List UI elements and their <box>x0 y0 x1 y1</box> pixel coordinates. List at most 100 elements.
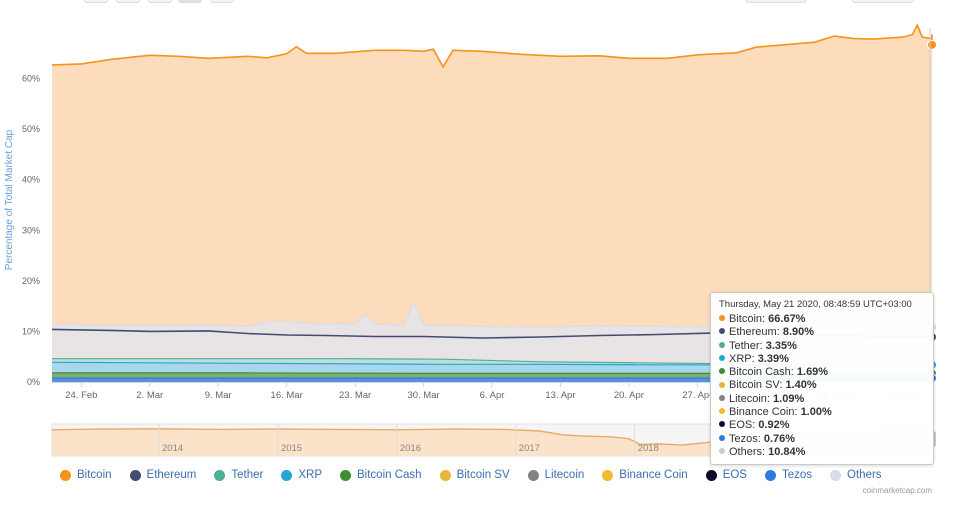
y-tick-label: 60% <box>22 74 40 84</box>
tooltip-dot-icon <box>719 421 725 427</box>
tooltip-series-value: 8.90% <box>783 326 814 338</box>
tooltip-dot-icon <box>719 342 725 348</box>
legend-dot-icon <box>765 470 776 481</box>
navigator-year-label: 2016 <box>400 443 421 454</box>
legend-dot-icon <box>281 470 292 481</box>
tooltip-series-name: Tether <box>729 340 760 352</box>
tooltip-dot-icon <box>719 435 725 441</box>
tooltip-series-name: Others <box>729 446 762 458</box>
legend-item-bitcoin[interactable]: Bitcoin <box>60 469 112 481</box>
chart-legend: Bitcoin Ethereum Tether XRP Bitcoin Cash Bitc… <box>60 466 900 484</box>
tooltip-series-name: Bitcoin <box>729 313 762 325</box>
legend-item-litecoin[interactable]: Litecoin <box>528 469 585 481</box>
legend-item-eos[interactable]: EOS <box>706 469 747 481</box>
legend-item-xrp[interactable]: XRP <box>281 469 322 481</box>
y-tick-label: 0% <box>27 377 40 387</box>
zoom-button[interactable] <box>116 0 140 3</box>
legend-item-others[interactable]: Others <box>830 469 882 481</box>
tooltip-row: EOS: 0.92% <box>719 419 925 432</box>
x-tick-label: 24. Feb <box>65 390 97 401</box>
navigator-year-label: 2017 <box>519 443 540 454</box>
y-tick-label: 40% <box>22 175 40 185</box>
tooltip-series-value: 0.76% <box>764 433 795 445</box>
tooltip-row: Bitcoin: 66.67% <box>719 313 925 326</box>
tooltip-dot-icon <box>719 448 725 454</box>
tooltip-row: Tether: 3.35% <box>719 340 925 353</box>
legend-dot-icon <box>340 470 351 481</box>
tooltip-series-name: XRP <box>729 353 752 365</box>
y-tick-label: 10% <box>22 326 40 336</box>
tooltip-series-value: 3.39% <box>758 353 789 365</box>
date-from-input[interactable] <box>745 0 807 3</box>
legend-item-binance-coin[interactable]: Binance Coin <box>602 469 687 481</box>
legend-dot-icon <box>130 470 141 481</box>
y-tick-label: 20% <box>22 276 40 286</box>
x-tick-label: 27. Apr <box>682 390 712 401</box>
tooltip-series-value: 3.35% <box>766 340 797 352</box>
tooltip-row: Litecoin: 1.09% <box>719 393 925 406</box>
y-tick-label: 50% <box>22 124 40 134</box>
y-axis-title: Percentage of Total Market Cap <box>4 129 15 270</box>
navigator-year-label: 2015 <box>281 443 302 454</box>
tooltip-series-name: Tezos <box>729 433 758 445</box>
legend-label: Litecoin <box>545 469 585 481</box>
tooltip-row: Bitcoin Cash: 1.69% <box>719 366 925 379</box>
tooltip-series-value: 1.69% <box>797 366 828 378</box>
tooltip-row: Binance Coin: 1.00% <box>719 406 925 419</box>
legend-item-ethereum[interactable]: Ethereum <box>130 469 197 481</box>
legend-label: Others <box>847 469 882 481</box>
tooltip-series-name: Bitcoin Cash <box>729 366 791 378</box>
zoom-button-active[interactable] <box>178 0 202 3</box>
legend-label: Bitcoin Cash <box>357 469 422 481</box>
marker-bitcoin <box>928 40 937 49</box>
x-tick-label: 30. Mar <box>407 390 439 401</box>
credit-text: coinmarketcap.com <box>863 486 932 495</box>
tooltip-series-value: 1.09% <box>773 393 804 405</box>
legend-dot-icon <box>528 470 539 481</box>
tooltip-dot-icon <box>719 382 725 388</box>
tooltip-series-value: 0.92% <box>758 419 789 431</box>
zoom-button[interactable] <box>84 0 108 3</box>
legend-label: Binance Coin <box>619 469 687 481</box>
tooltip-dot-icon <box>719 355 725 361</box>
tooltip-series-value: 1.40% <box>785 379 816 391</box>
legend-item-tezos[interactable]: Tezos <box>765 469 812 481</box>
legend-item-bitcoin-sv[interactable]: Bitcoin SV <box>440 469 510 481</box>
zoom-button[interactable] <box>210 0 234 3</box>
navigator-year-label: 2018 <box>638 443 659 454</box>
legend-item-tether[interactable]: Tether <box>214 469 263 481</box>
legend-label: Bitcoin <box>77 469 112 481</box>
x-tick-label: 13. Apr <box>545 390 575 401</box>
tooltip-rows: Bitcoin: 66.67%Ethereum: 8.90%Tether: 3.… <box>719 313 925 459</box>
tooltip-dot-icon <box>719 368 725 374</box>
x-tick-label: 16. Mar <box>271 390 303 401</box>
date-to-input[interactable] <box>852 0 914 3</box>
tooltip-series-name: Binance Coin <box>729 406 794 418</box>
tooltip-series-name: Bitcoin SV <box>729 379 779 391</box>
x-tick-label: 23. Mar <box>339 390 371 401</box>
legend-item-bitcoin-cash[interactable]: Bitcoin Cash <box>340 469 422 481</box>
legend-label: Ethereum <box>147 469 197 481</box>
tooltip-dot-icon <box>719 395 725 401</box>
tooltip-series-name: EOS <box>729 419 752 431</box>
legend-dot-icon <box>602 470 613 481</box>
zoom-button[interactable] <box>148 0 172 3</box>
navigator-year-label: 2014 <box>162 443 183 454</box>
legend-label: EOS <box>723 469 747 481</box>
legend-label: Tether <box>231 469 263 481</box>
legend-dot-icon <box>214 470 225 481</box>
tooltip-dot-icon <box>719 408 725 414</box>
tooltip-row: XRP: 3.39% <box>719 353 925 366</box>
tooltip-row: Others: 10.84% <box>719 446 925 459</box>
tooltip-header: Thursday, May 21 2020, 08:48:59 UTC+03:0… <box>719 299 925 310</box>
legend-label: Bitcoin SV <box>457 469 510 481</box>
tooltip-row: Ethereum: 8.90% <box>719 326 925 339</box>
tooltip-series-name: Ethereum <box>729 326 777 338</box>
legend-dot-icon <box>440 470 451 481</box>
tooltip-series-name: Litecoin <box>729 393 767 405</box>
tooltip-series-value: 1.00% <box>801 406 832 418</box>
x-tick-label: 9. Mar <box>205 390 232 401</box>
tooltip-dot-icon <box>719 328 725 334</box>
tooltip-row: Tezos: 0.76% <box>719 433 925 446</box>
legend-dot-icon <box>830 470 841 481</box>
